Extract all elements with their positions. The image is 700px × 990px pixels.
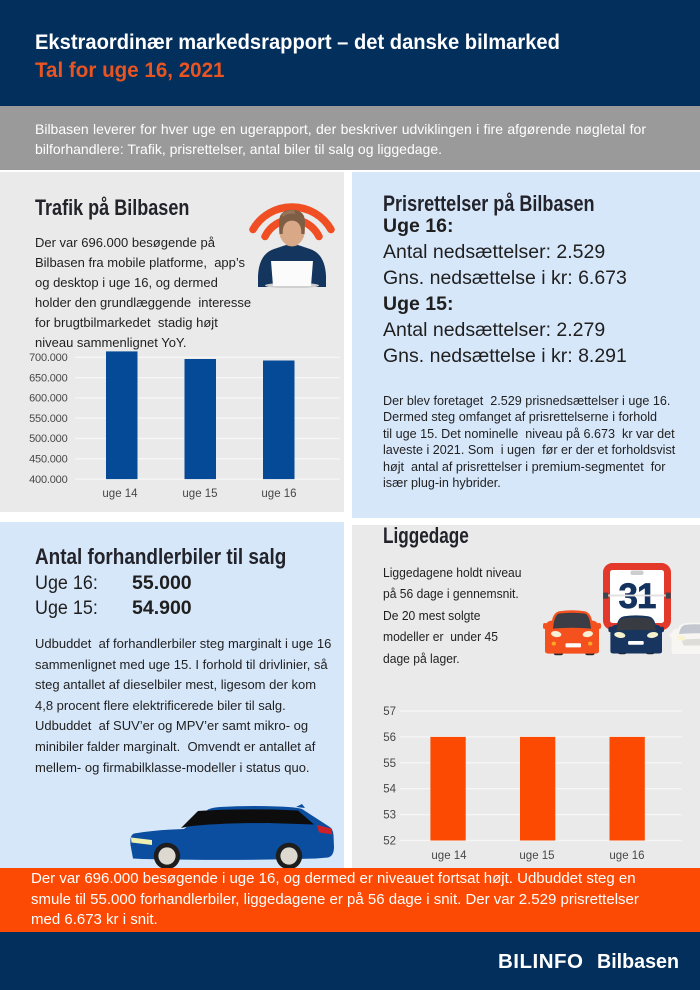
svg-text:500.000: 500.000 bbox=[29, 433, 67, 445]
svg-text:uge 15: uge 15 bbox=[182, 488, 217, 500]
svg-text:uge 15: uge 15 bbox=[519, 850, 554, 862]
svg-text:550.000: 550.000 bbox=[29, 413, 67, 425]
svg-text:52: 52 bbox=[383, 836, 396, 848]
svg-text:uge 14: uge 14 bbox=[431, 850, 467, 862]
svg-text:57: 57 bbox=[383, 706, 396, 718]
svg-text:55: 55 bbox=[383, 758, 396, 770]
svg-text:31: 31 bbox=[619, 577, 656, 616]
svg-text:uge 16: uge 16 bbox=[261, 488, 296, 500]
svg-text:53: 53 bbox=[383, 810, 396, 822]
svg-text:uge 16: uge 16 bbox=[609, 850, 644, 862]
svg-text:650.000: 650.000 bbox=[29, 372, 67, 384]
svg-text:400.000: 400.000 bbox=[29, 474, 67, 486]
svg-text:54: 54 bbox=[383, 784, 396, 796]
svg-text:600.000: 600.000 bbox=[29, 393, 67, 405]
svg-text:uge 14: uge 14 bbox=[102, 488, 138, 500]
svg-text:56: 56 bbox=[383, 732, 396, 744]
svg-text:700.000: 700.000 bbox=[29, 352, 67, 364]
svg-text:450.000: 450.000 bbox=[29, 454, 67, 466]
